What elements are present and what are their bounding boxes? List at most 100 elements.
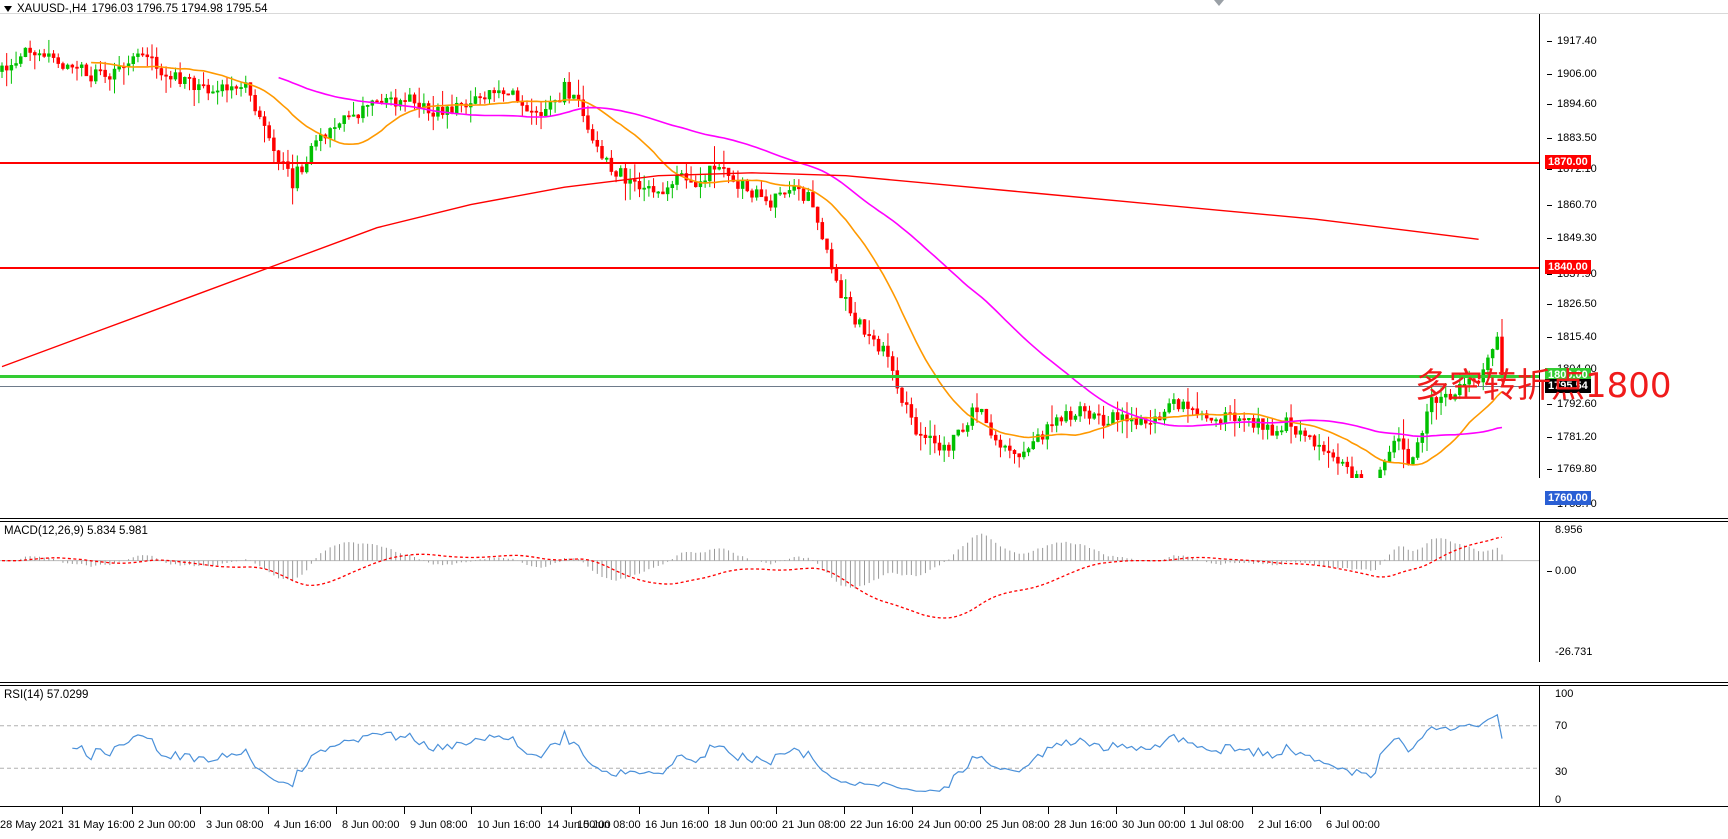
panel-divider-macd-rsi[interactable] (0, 682, 1728, 686)
time-axis-label: 14 Jun 00:00 (547, 819, 611, 831)
price-axis-tick (1547, 169, 1552, 170)
time-axis-tick (200, 807, 201, 814)
price-axis-label: 1906.00 (1557, 68, 1597, 80)
time-axis-tick (708, 807, 709, 814)
price-axis-tick (1547, 304, 1552, 305)
time-axis-tick (980, 807, 981, 814)
time-axis-tick (541, 807, 542, 814)
time-axis-label: 31 May 16:00 (68, 819, 135, 831)
time-axis-tick (844, 807, 845, 814)
price-axis-tick (1547, 238, 1552, 239)
price-axis-tick (1547, 138, 1552, 139)
ma-magenta (278, 76, 1503, 438)
time-axis-label: 16 Jun 16:00 (645, 819, 709, 831)
time-axis-label: 2 Jul 16:00 (1258, 819, 1312, 831)
time-axis-label: 21 Jun 08:00 (782, 819, 846, 831)
macd-axis-label: 0.00 (1555, 565, 1577, 577)
price-plot-area[interactable] (0, 14, 1540, 478)
price-axis-label: 1849.30 (1557, 232, 1597, 244)
price-axis[interactable]: 1917.40 1906.00 1894.60 1883.50 1872.10 1860.… (1541, 14, 1728, 539)
time-axis-label: 10 Jun 16:00 (477, 819, 541, 831)
chart-top-strip[interactable] (0, 0, 1728, 14)
price-axis-tick (1547, 469, 1552, 470)
time-axis-tick (336, 807, 337, 814)
macd-svg (0, 533, 1539, 619)
price-level-badge[interactable]: 1870.00 (1545, 155, 1591, 169)
time-axis-tick (571, 807, 572, 814)
time-axis-tick (912, 807, 913, 814)
time-axis-label: 3 Jun 08:00 (206, 819, 264, 831)
macd-header-label: MACD(12,26,9) 5.834 5.981 (4, 525, 148, 537)
time-axis-tick (1116, 807, 1117, 814)
time-axis-tick (1048, 807, 1049, 814)
price-level-line-1870-00[interactable] (0, 162, 1539, 164)
price-axis-label: 1826.50 (1557, 298, 1597, 310)
ma-red (1, 172, 1479, 368)
time-axis-label: 4 Jun 16:00 (274, 819, 332, 831)
macd-axis-label: 8.956 (1555, 524, 1583, 536)
chevron-down-icon[interactable] (4, 6, 12, 12)
time-axis-label: 2 Jun 00:00 (138, 819, 196, 831)
price-axis-tick (1547, 274, 1552, 275)
time-axis-tick (639, 807, 640, 814)
price-level-badge[interactable]: 1800.00 (1545, 368, 1591, 382)
price-panel[interactable]: 1917.40 1906.00 1894.60 1883.50 1872.10 1860.… (0, 14, 1728, 539)
rsi-svg (0, 713, 1539, 793)
rsi-axis-label: 70 (1555, 720, 1568, 732)
ma-orange (91, 61, 1503, 466)
price-level-badge[interactable]: 1795.54 (1545, 379, 1591, 393)
price-level-badge[interactable]: 1840.00 (1545, 260, 1591, 274)
time-axis-label: 28 May 2021 (0, 819, 64, 831)
rsi-plot-area[interactable] (0, 686, 1540, 806)
price-level-line-1840-00[interactable] (0, 267, 1539, 269)
time-axis-tick (1252, 807, 1253, 814)
price-axis-tick (1547, 41, 1552, 42)
symbol-label: XAUUSD-,H4 (17, 3, 87, 15)
time-axis-label: 18 Jun 00:00 (714, 819, 778, 831)
price-level-line-1800-00[interactable] (0, 375, 1539, 378)
rsi-line (72, 713, 1503, 793)
price-axis-tick (1547, 404, 1552, 405)
price-level-badge[interactable]: 1760.00 (1545, 491, 1591, 505)
time-axis-label: 28 Jun 16:00 (1054, 819, 1118, 831)
price-axis-tick (1547, 437, 1552, 438)
macd-axis-tick (1547, 571, 1552, 572)
macd-axis[interactable]: 8.956 0.00 -26.731 (1541, 522, 1728, 662)
macd-axis-label: -26.731 (1555, 646, 1593, 658)
chart-scroll-handle[interactable] (1214, 0, 1224, 6)
price-axis-label: 1883.50 (1557, 132, 1597, 144)
macd-panel[interactable]: MACD(12,26,9) 5.834 5.981 8.956 0.00 -26.7… (0, 522, 1728, 662)
price-axis-tick (1547, 337, 1552, 338)
time-axis-tick (776, 807, 777, 814)
time-axis-tick (132, 807, 133, 814)
time-axis-tick (1184, 807, 1185, 814)
macd-plot-area[interactable] (0, 522, 1540, 662)
rsi-panel[interactable]: RSI(14) 57.0299 100 70 30 0 (0, 686, 1728, 806)
price-axis-label: 1769.80 (1557, 463, 1597, 475)
time-axis-tick (62, 807, 63, 814)
time-axis-label: 22 Jun 16:00 (850, 819, 914, 831)
price-axis-tick (1547, 104, 1552, 105)
time-axis-label: 30 Jun 00:00 (1122, 819, 1186, 831)
time-axis-label: 15 Jun 08:00 (577, 819, 641, 831)
price-candlestick-svg (0, 39, 1504, 478)
chart-annotation-text: 多空转折点1800 (1415, 366, 1672, 406)
time-axis-label: 1 Jul 08:00 (1190, 819, 1244, 831)
price-axis-label: 1917.40 (1557, 35, 1597, 47)
price-axis-label: 1792.60 (1557, 398, 1597, 410)
ohlc-values: 1796.03 1796.75 1794.98 1795.54 (91, 3, 268, 15)
price-axis-label: 1894.60 (1557, 98, 1597, 110)
symbol-header[interactable]: XAUUSD-,H4 1796.03 1796.75 1794.98 1795.… (4, 3, 268, 15)
time-axis-tick (404, 807, 405, 814)
time-axis[interactable]: 28 May 2021 31 May 16:00 2 Jun 00:00 3 Jun … (0, 806, 1728, 839)
price-level-line-1795-54[interactable] (0, 386, 1539, 387)
price-axis-tick (1547, 74, 1552, 75)
price-axis-tick (1547, 205, 1552, 206)
price-axis-label: 1815.40 (1557, 331, 1597, 343)
time-axis-label: 24 Jun 00:00 (918, 819, 982, 831)
time-axis-tick (471, 807, 472, 814)
time-axis-tick (1320, 807, 1321, 814)
panel-divider-price-macd[interactable] (0, 518, 1728, 522)
price-axis-label: 1781.20 (1557, 431, 1597, 443)
rsi-axis[interactable]: 100 70 30 0 (1541, 686, 1728, 806)
